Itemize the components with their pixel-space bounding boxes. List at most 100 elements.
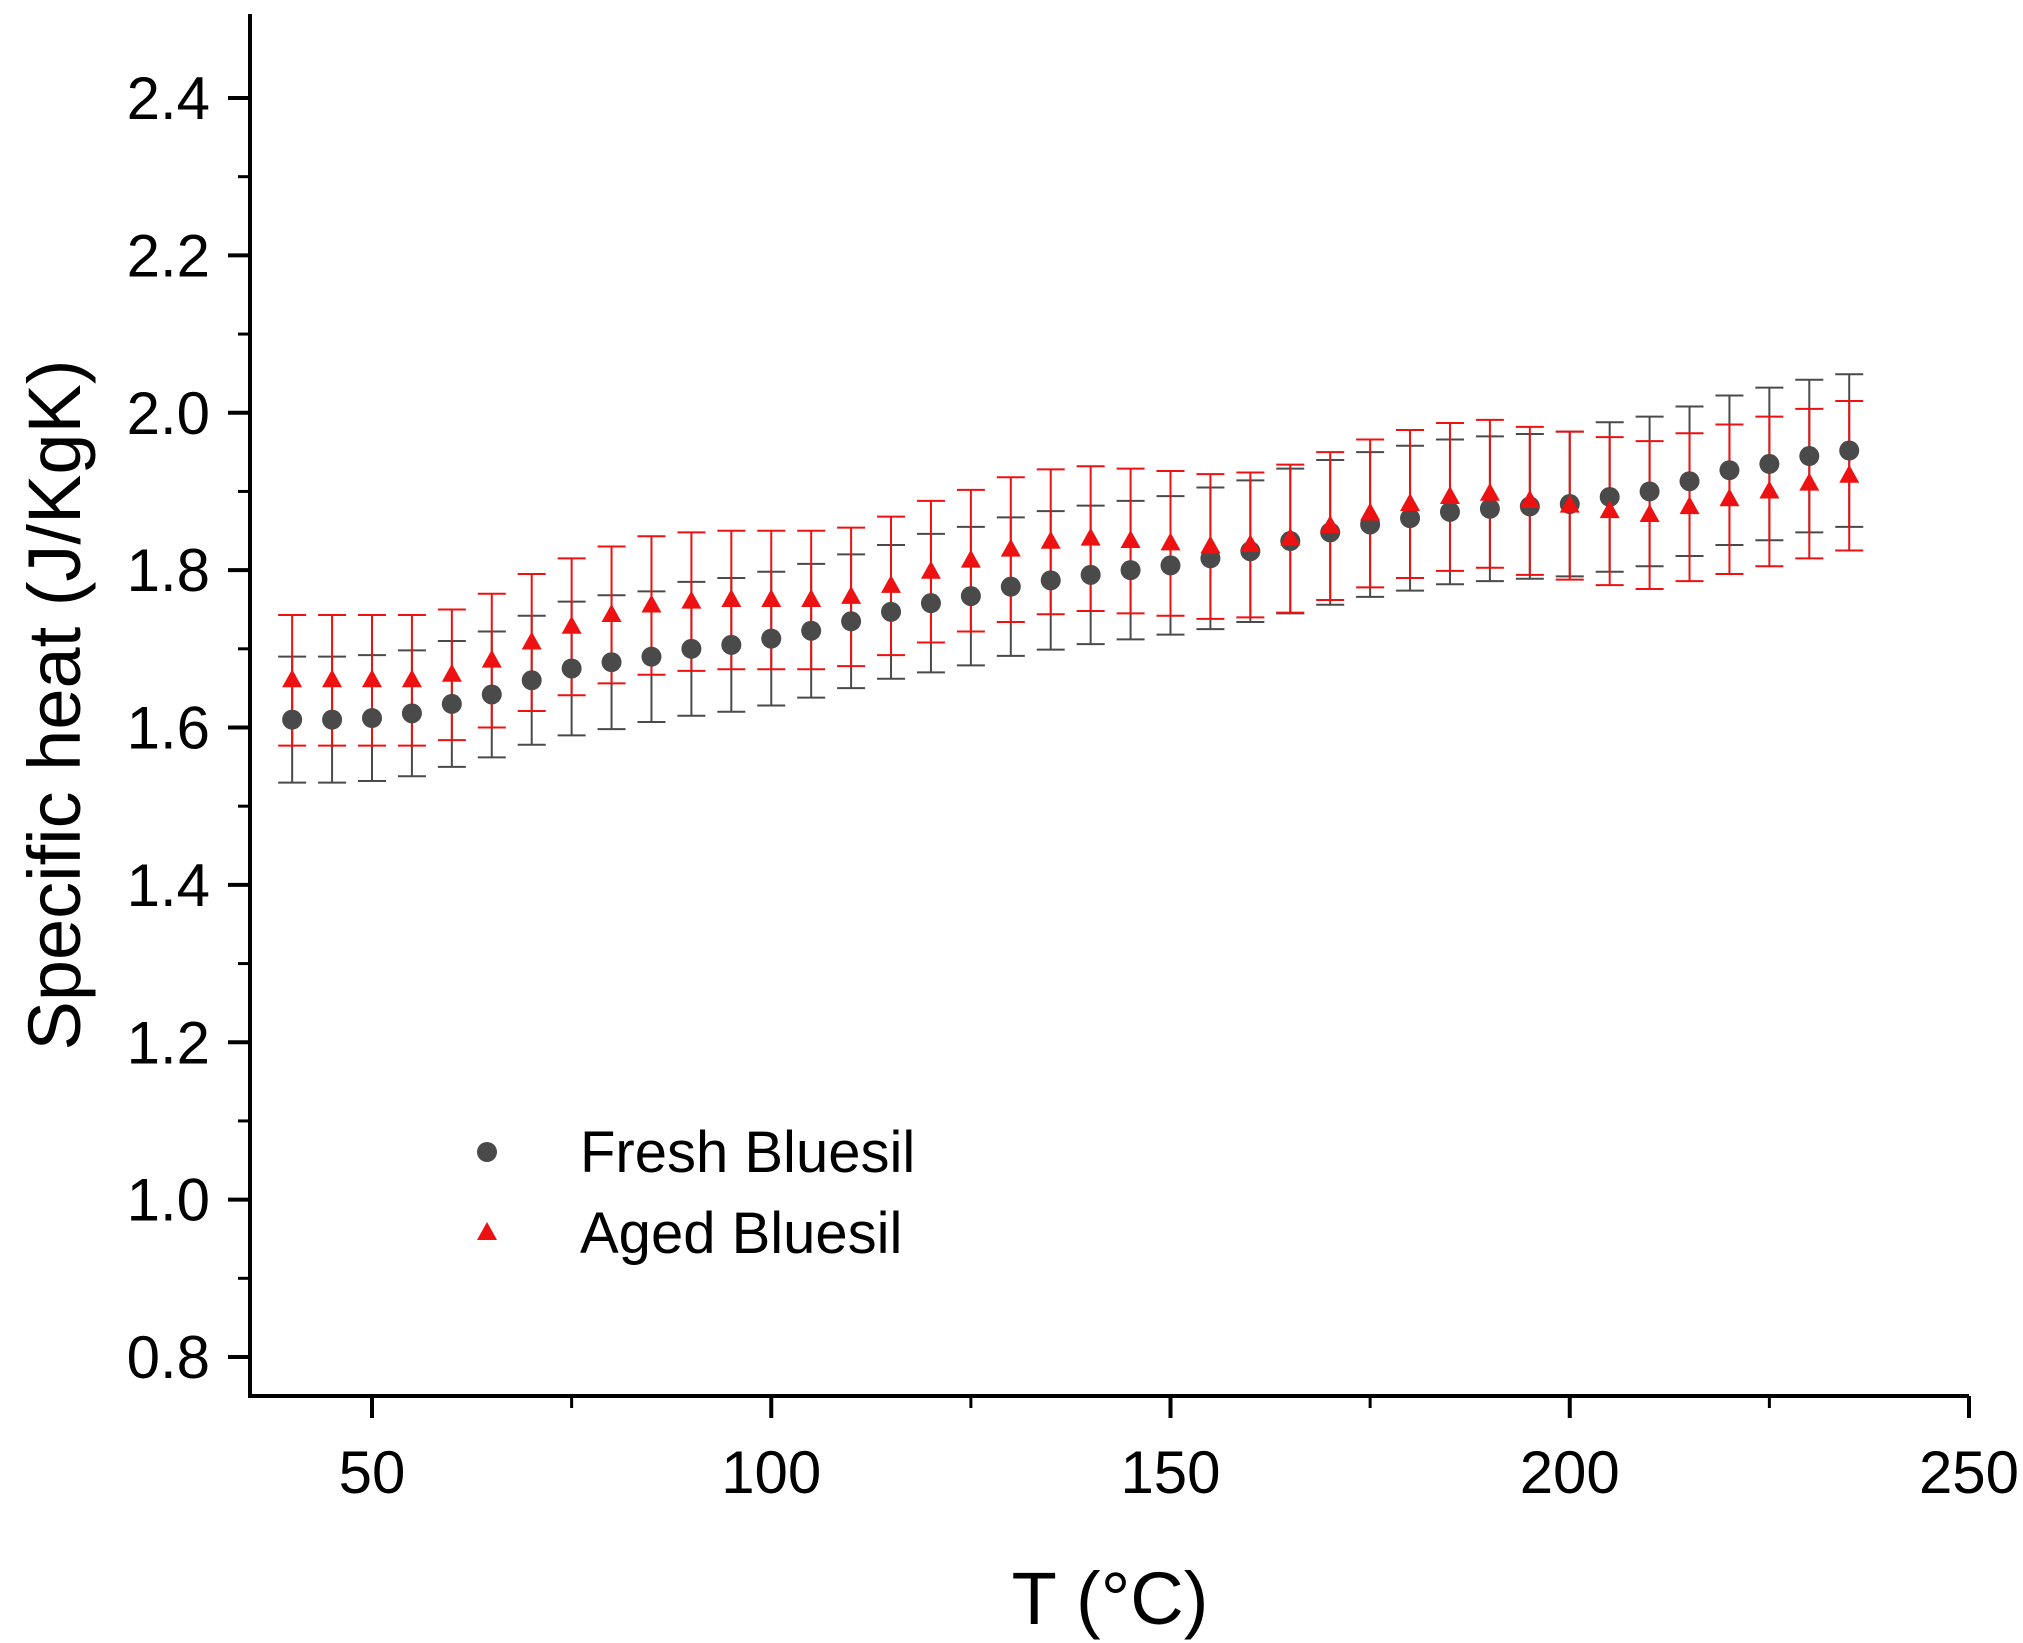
y-tick-label: 1.6 bbox=[127, 695, 210, 762]
ticks-layer: 0.8 1.0 1.2 1.4 1.6 1.8 2.0 2.2 2.4 50 100 150 200 25… bbox=[127, 65, 2019, 1506]
errorbars-fresh bbox=[278, 373, 1864, 784]
legend-fresh-label: Fresh Bluesil bbox=[580, 1120, 915, 1185]
data-point-fresh bbox=[881, 601, 902, 622]
legend-aged-marker bbox=[477, 1222, 497, 1240]
data-point-fresh bbox=[282, 709, 303, 730]
data-point-fresh bbox=[960, 586, 981, 607]
data-point-aged bbox=[401, 669, 422, 688]
data-point-fresh bbox=[1439, 501, 1460, 522]
data-point-fresh bbox=[801, 620, 822, 641]
data-point-fresh bbox=[1040, 570, 1061, 591]
data-point-fresh bbox=[1759, 453, 1780, 474]
y-tick-label: 0.8 bbox=[127, 1324, 210, 1391]
data-point-fresh bbox=[641, 646, 662, 667]
data-point-fresh bbox=[1639, 481, 1660, 502]
data-point-aged bbox=[481, 649, 502, 668]
data-point-aged bbox=[841, 585, 862, 604]
data-point-fresh bbox=[561, 658, 582, 679]
data-point-fresh bbox=[920, 593, 941, 614]
data-point-aged bbox=[1040, 530, 1061, 549]
data-point-aged bbox=[881, 574, 902, 593]
y-tick-label: 1.2 bbox=[127, 1009, 210, 1076]
data-point-aged bbox=[1839, 464, 1860, 483]
markers-layer bbox=[282, 440, 1860, 730]
x-tick-label: 100 bbox=[721, 1439, 821, 1506]
data-point-aged bbox=[1439, 485, 1460, 504]
data-point-fresh bbox=[1799, 446, 1820, 467]
data-point-aged bbox=[1759, 480, 1780, 499]
data-point-aged bbox=[601, 603, 622, 622]
data-point-aged bbox=[1479, 482, 1500, 501]
legend-fresh-marker bbox=[477, 1142, 497, 1162]
data-point-fresh bbox=[761, 628, 782, 649]
y-tick-label: 2.2 bbox=[127, 222, 210, 289]
data-point-aged bbox=[1799, 472, 1820, 491]
x-tick-label: 150 bbox=[1120, 1439, 1220, 1506]
data-point-aged bbox=[1320, 515, 1341, 534]
data-point-aged bbox=[1200, 535, 1221, 554]
y-tick-label: 2.0 bbox=[127, 380, 210, 447]
data-point-aged bbox=[1360, 502, 1381, 521]
data-point-fresh bbox=[441, 693, 462, 714]
data-point-aged bbox=[761, 589, 782, 608]
data-point-aged bbox=[1000, 538, 1021, 557]
legend-aged-label: Aged Bluesil bbox=[580, 1201, 902, 1266]
data-point-aged bbox=[1120, 530, 1141, 549]
errorbars-layer bbox=[278, 373, 1864, 784]
data-point-fresh bbox=[521, 670, 542, 691]
data-point-aged bbox=[1080, 527, 1101, 546]
data-point-aged bbox=[1679, 496, 1700, 515]
data-point-fresh bbox=[1479, 498, 1500, 519]
y-tick-label: 1.0 bbox=[127, 1167, 210, 1234]
data-point-fresh bbox=[401, 703, 422, 724]
data-point-aged bbox=[1160, 532, 1181, 551]
data-point-aged bbox=[362, 669, 382, 688]
data-point-aged bbox=[322, 669, 343, 688]
data-point-aged bbox=[801, 589, 822, 608]
x-axis-title: T (°C) bbox=[1012, 1557, 1209, 1640]
errorbars-aged bbox=[278, 399, 1864, 747]
data-point-fresh bbox=[1080, 564, 1101, 585]
data-point-fresh bbox=[1719, 460, 1740, 481]
data-point-aged bbox=[521, 631, 542, 650]
data-point-aged bbox=[1519, 489, 1540, 508]
data-point-fresh bbox=[1839, 440, 1860, 461]
data-point-fresh bbox=[1679, 471, 1700, 492]
data-point-fresh bbox=[362, 708, 382, 729]
data-point-aged bbox=[920, 560, 941, 579]
data-point-aged bbox=[441, 663, 462, 682]
y-tick-label: 1.4 bbox=[127, 852, 210, 919]
y-axis-title: Specific heat (J/KgK) bbox=[13, 360, 96, 1051]
x-tick-label: 50 bbox=[339, 1439, 406, 1506]
data-point-fresh bbox=[841, 611, 862, 632]
data-point-fresh bbox=[721, 634, 742, 655]
data-point-aged bbox=[1240, 533, 1261, 552]
data-point-aged bbox=[681, 590, 702, 609]
data-point-aged bbox=[1719, 488, 1740, 507]
data-point-aged bbox=[1639, 504, 1660, 523]
x-tick-label: 200 bbox=[1520, 1439, 1620, 1506]
data-point-fresh bbox=[1599, 486, 1620, 507]
data-point-aged bbox=[960, 549, 981, 568]
x-tick-label: 250 bbox=[1919, 1439, 2019, 1506]
data-point-fresh bbox=[1400, 508, 1421, 529]
data-point-fresh bbox=[1000, 576, 1021, 597]
data-point-aged bbox=[282, 669, 303, 688]
data-point-fresh bbox=[322, 709, 343, 730]
markers-aged bbox=[282, 464, 1860, 688]
data-point-aged bbox=[1559, 494, 1580, 513]
data-point-fresh bbox=[481, 684, 502, 705]
data-point-fresh bbox=[681, 638, 702, 659]
data-point-aged bbox=[1599, 500, 1620, 519]
data-point-aged bbox=[641, 594, 662, 613]
data-point-fresh bbox=[1120, 560, 1141, 581]
data-point-aged bbox=[721, 589, 742, 608]
data-point-aged bbox=[1400, 493, 1421, 512]
data-point-fresh bbox=[1160, 555, 1181, 576]
y-tick-label: 2.4 bbox=[127, 65, 210, 132]
data-point-aged bbox=[561, 615, 582, 634]
markers-fresh bbox=[282, 440, 1860, 730]
data-point-aged bbox=[1280, 527, 1301, 546]
y-tick-label: 1.8 bbox=[127, 537, 210, 604]
